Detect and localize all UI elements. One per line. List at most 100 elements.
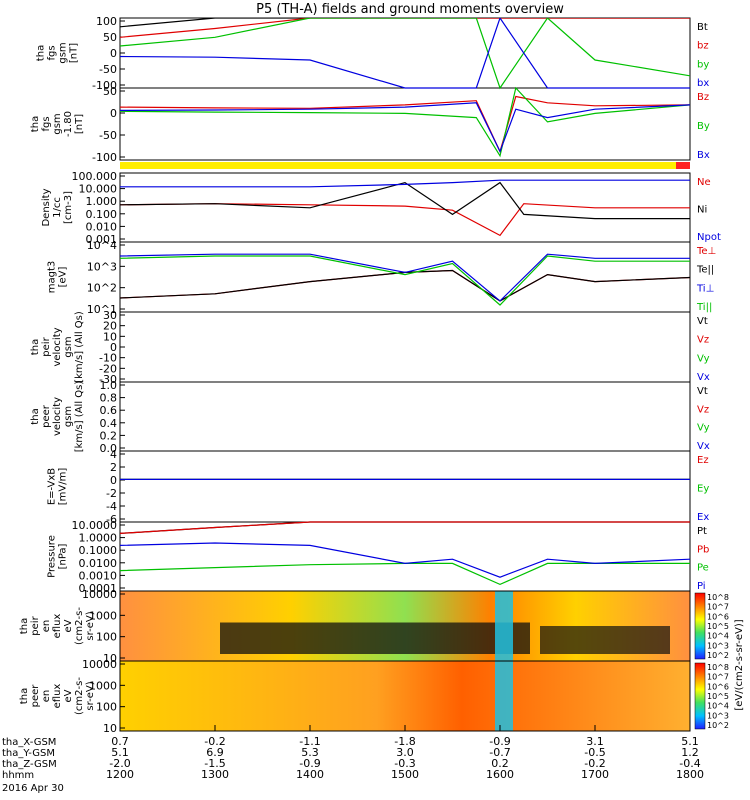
spectrogram-low-count-band (540, 626, 670, 654)
x-axis-row-label: tha_Y-GSM (2, 748, 55, 759)
y-tick-label: 1.000 (86, 195, 118, 208)
series-fgs_dsl-Bx (120, 102, 690, 154)
y-axis-label-line: tha (30, 408, 41, 424)
spectrogram-low-count-band (220, 622, 530, 654)
y-tick-label: 10000 (82, 588, 117, 601)
y-tick-label: 0 (110, 107, 117, 120)
colorbar-label: [eV/(cm2-s-sr-eV)] (734, 619, 745, 710)
x-axis-row-value: 1800 (676, 768, 704, 781)
panel-fgs: 100 50 0 -50 -100 tha fgs gsm [nT] Bt bz by bx (36, 15, 710, 92)
panel-efield: 420-2-4-6 E=-VxB [mV/m] Ez Ey Ex (47, 448, 710, 526)
y-axis-label-line: peir (30, 615, 41, 635)
x-axis-row-value: -0.9 (489, 735, 510, 748)
x-axis-row-value: -0.9 (299, 757, 320, 770)
y-tick-label: -10 (99, 352, 117, 365)
y-axis-label-line: (cm2-s- (74, 677, 85, 715)
colorbar-tick: 10^2 (707, 721, 729, 730)
legend-entry: Vt (697, 316, 708, 327)
legend-entry: Pt (697, 526, 707, 537)
y-axis-label-line: eV (63, 689, 74, 702)
colorbars: 10^810^710^610^510^410^310^210^810^710^6… (694, 592, 729, 730)
x-axis-row-value: -0.5 (584, 746, 605, 759)
panel-peir_spec: 10000 1000 100 10 tha peir en eflux eV (cm2-s-sr-… (19, 588, 691, 665)
legend-entry: Pi (697, 581, 706, 592)
legend-entry: Ez (697, 455, 709, 466)
x-axis-row-value: 5.1 (111, 746, 129, 759)
y-tick-label: 0.4 (100, 417, 118, 430)
colorbar-tick: 10^6 (707, 682, 729, 691)
x-axis-row-label: tha_Z-GSM (2, 759, 57, 770)
x-axis-date: 2016 Apr 30 (2, 783, 64, 794)
series-density-Ni (120, 181, 690, 220)
y-tick-label: -4 (106, 500, 117, 513)
y-axis-label: E=-VxB [mV/m] (47, 468, 69, 506)
colorbar-tick: 10^4 (707, 702, 729, 711)
y-tick-label: 1.0 (100, 379, 118, 392)
x-axis-block: tha_X-GSM 0.7 -0.2 -1.1 -1.8 -0.9 3.1 5.1 tha_Y-… (2, 725, 704, 794)
spectrogram-dropout (495, 591, 513, 661)
x-axis-row-value: -1.1 (299, 735, 320, 748)
legend-entry: Ni (697, 205, 707, 216)
colorbar-tick: 10^4 (707, 632, 729, 641)
y-tick-label: 0.0100 (79, 557, 118, 570)
y-axis-label-line: -1.80 (63, 111, 74, 137)
legend-entry: Te⊥ (696, 246, 716, 257)
y-tick-label: 0.0010 (79, 569, 118, 582)
y-axis-label-line: tha (30, 339, 41, 355)
x-axis-row-value: 1600 (486, 768, 514, 781)
y-axis-label-line: eflux (52, 684, 63, 709)
y-tick-label: 0.100 (86, 208, 118, 221)
y-tick-label: 10^3 (87, 260, 117, 273)
y-tick-label: 4 (110, 448, 117, 461)
colorbar-tick: 10^7 (707, 603, 729, 612)
y-tick-label: -100 (92, 79, 117, 92)
y-tick-label: 100.000 (72, 170, 118, 183)
y-axis-label-line: [nPa] (58, 543, 69, 569)
x-axis-row-value: 3.1 (586, 735, 604, 748)
y-tick-label: 10^1 (87, 303, 117, 316)
y-tick-label: 0.0 (100, 442, 118, 455)
legend-entry: Bt (697, 22, 708, 33)
x-axis-row-value: 1200 (106, 768, 134, 781)
colorbar-tick: 10^6 (707, 612, 729, 621)
y-axis-label-line: E=-VxB (47, 468, 58, 505)
series-temperature-Ti⊥ (120, 253, 690, 302)
colorbar-tick: 10^8 (707, 663, 729, 672)
y-tick-label: 10 (103, 330, 117, 343)
panel-frame (119, 87, 691, 161)
colorbar (694, 662, 706, 730)
panel-frame (119, 241, 691, 313)
colorbar (694, 592, 706, 660)
series-density-Ne (120, 203, 690, 237)
y-axis-label: tha fgs gsm -1.80 [nT] (30, 111, 85, 137)
y-axis-label-line: en (41, 620, 52, 633)
x-axis-row-value: -2.0 (109, 757, 130, 770)
legend-entry: Bx (697, 150, 710, 161)
series-fgs_dsl-By (120, 86, 690, 158)
legend-entry: Vt (697, 386, 708, 397)
y-tick-label: 0.1000 (79, 544, 118, 557)
quality-flag-end (676, 162, 690, 169)
colorbar-tick: 10^5 (707, 622, 729, 631)
x-axis-row-value: 1.2 (681, 746, 699, 759)
y-axis-label-line: tha (30, 116, 41, 132)
y-tick-label: 0 (110, 47, 117, 60)
x-axis-row-label: hhmm (2, 770, 34, 781)
legend-entry: Ne (697, 177, 711, 188)
y-tick-label: 10^2 (87, 282, 117, 295)
y-tick-label: 50 (103, 85, 117, 98)
x-axis-row-value: 0.7 (111, 735, 129, 748)
legend-entry: Vx (697, 372, 710, 383)
series-fgs_dsl-Bz (120, 95, 690, 154)
y-axis-label-line: Density (41, 188, 52, 226)
y-axis-label-line: sr-eV) (85, 681, 96, 710)
colorbar-tick: 10^8 (707, 593, 729, 602)
y-axis-label-line: peer (30, 684, 41, 708)
y-tick-label: 0.6 (100, 404, 118, 417)
x-axis-row-value: -0.2 (204, 735, 225, 748)
y-axis-label-line: gsm (63, 336, 74, 357)
series-fgs-by (120, 18, 690, 90)
y-axis-label-line: (cm2-s- (74, 607, 85, 645)
legend-entry: Ex (697, 512, 709, 523)
